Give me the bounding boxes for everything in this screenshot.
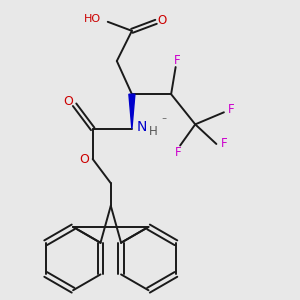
Text: F: F xyxy=(228,103,235,116)
Text: F: F xyxy=(175,146,182,159)
Text: ⁻: ⁻ xyxy=(161,116,166,126)
Text: O: O xyxy=(79,152,89,166)
Text: O: O xyxy=(158,14,167,27)
Text: HO: HO xyxy=(84,14,101,24)
Text: H: H xyxy=(149,125,158,138)
Text: F: F xyxy=(174,54,181,67)
Polygon shape xyxy=(129,94,135,129)
Text: O: O xyxy=(63,95,73,108)
Text: N: N xyxy=(136,120,147,134)
Text: F: F xyxy=(220,137,227,151)
